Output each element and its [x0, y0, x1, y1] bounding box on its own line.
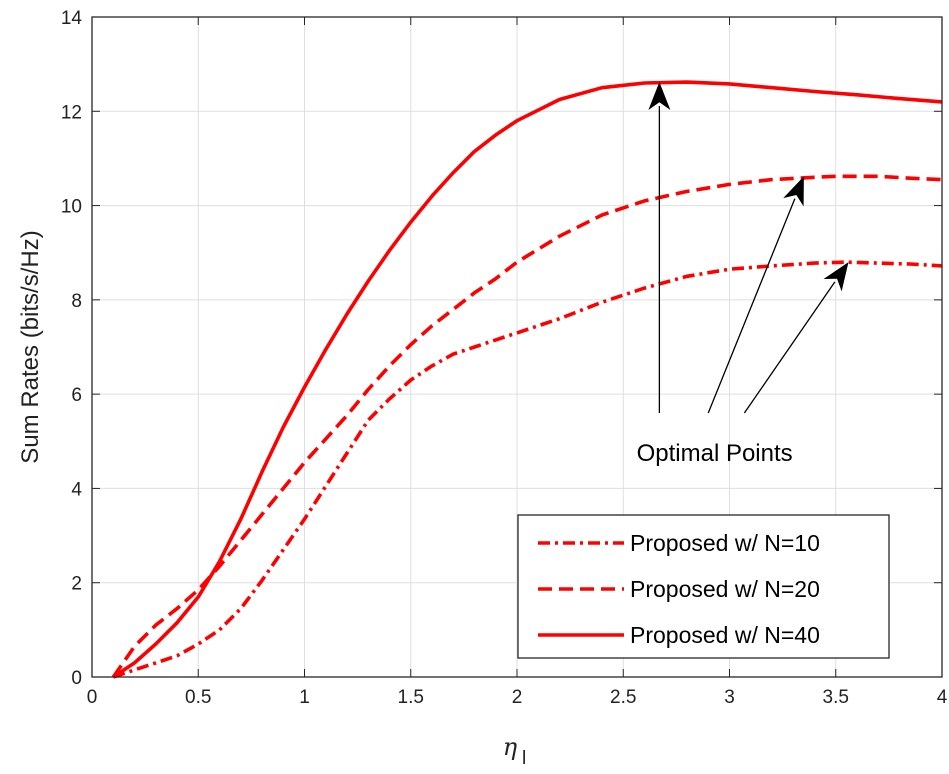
legend: Proposed w/ N=10 Proposed w/ N=20 Proposed… [517, 514, 890, 659]
y-tick-label: 2 [71, 574, 82, 595]
legend-label-3: Proposed w/ N=40 [630, 622, 820, 648]
arrow-head [783, 176, 804, 207]
series-line-1 [112, 260, 943, 679]
arrow-head [648, 82, 671, 111]
y-tick-label: 14 [61, 8, 83, 29]
arrow-head [823, 262, 849, 292]
legend-label-2: Proposed w/ N=20 [630, 576, 820, 602]
axis-ticks: 0 0.5 1 1.5 2 2.5 3 3.5 4 0 2 4 6 8 10 12 14 [61, 8, 948, 708]
series-lines [111, 80, 943, 679]
x-tick-label: 3 [724, 687, 735, 708]
x-tick-label: 2 [512, 687, 523, 708]
y-tick-label: 12 [61, 102, 82, 123]
x-tick-label: 0.5 [185, 687, 211, 708]
series-line-3 [112, 80, 943, 679]
y-tick-label: 4 [71, 479, 82, 500]
x-tick-label: 4 [937, 687, 948, 708]
annotations: Optimal Points [637, 82, 849, 467]
y-tick-label: 6 [71, 385, 82, 406]
x-tick-label: 3.5 [823, 687, 849, 708]
legend-label-1: Proposed w/ N=10 [630, 530, 820, 556]
y-axis-label: Sum Rates (bits/s/Hz) [17, 230, 44, 463]
x-axis-label-subscript: l [522, 748, 526, 769]
axis-labels: η l Sum Rates (bits/s/Hz) [17, 230, 526, 769]
annotation-arrow [707, 176, 804, 414]
y-tick-label: 8 [71, 291, 82, 312]
annotation-arrow [648, 82, 671, 413]
annotation-text: Optimal Points [637, 440, 793, 467]
series-line-2 [111, 174, 943, 679]
x-tick-label: 2.5 [610, 687, 636, 708]
annotation-arrow [743, 262, 849, 414]
x-tick-label: 0 [87, 687, 98, 708]
y-tick-label: 10 [61, 197, 82, 218]
x-axis-label: η [503, 733, 518, 761]
y-tick-label: 0 [71, 668, 82, 689]
arrow-shaft [707, 198, 796, 414]
x-tick-label: 1.5 [398, 687, 424, 708]
arrow-shaft [743, 281, 836, 414]
x-tick-label: 1 [299, 687, 310, 708]
